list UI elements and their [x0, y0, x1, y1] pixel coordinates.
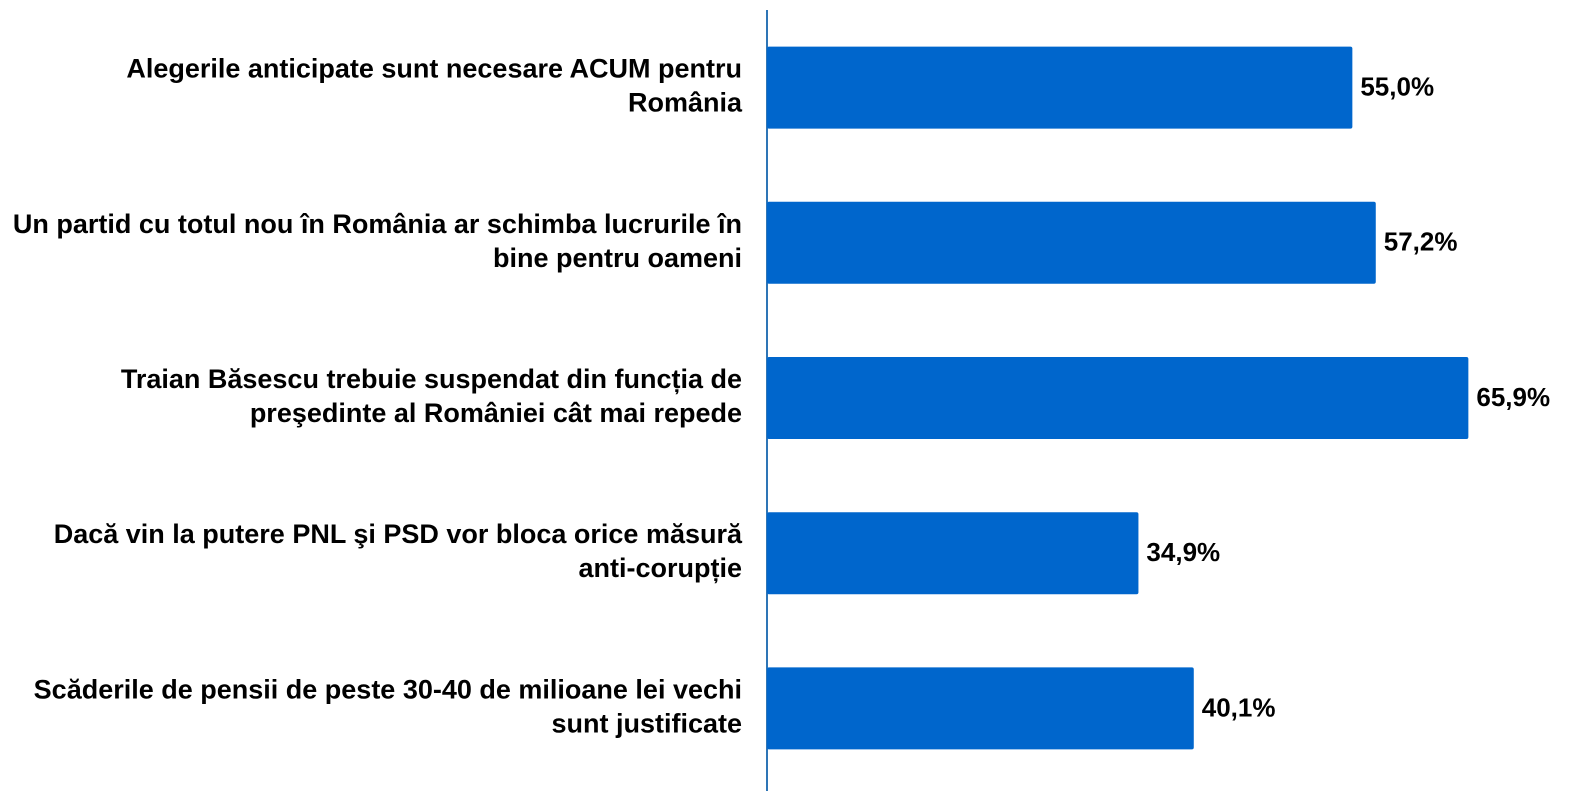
bar [767, 357, 1469, 439]
label-line: Scăderile de pensii de peste 30-40 de mi… [34, 675, 742, 705]
label-line: Dacă vin la putere PNL şi PSD vor bloca … [54, 519, 743, 549]
bar [767, 512, 1139, 595]
label-line: România [628, 88, 743, 118]
value-label: 40,1% [1202, 692, 1276, 722]
label-line: bine pentru oameni [493, 243, 742, 273]
category-label: Scăderile de pensii de peste 30-40 de mi… [34, 675, 742, 739]
bar [767, 667, 1194, 750]
category-label: Traian Băsescu trebuie suspendat din fun… [121, 364, 742, 428]
value-label: 55,0% [1360, 71, 1434, 101]
value-label: 57,2% [1384, 227, 1458, 257]
value-label: 34,9% [1146, 537, 1220, 567]
value-label: 65,9% [1476, 382, 1550, 412]
label-line: anti-corupție [578, 553, 742, 583]
category-label: Dacă vin la putere PNL şi PSD vor bloca … [54, 519, 743, 583]
label-line: Alegerile anticipate sunt necesare ACUM … [126, 54, 742, 84]
label-line: preşedinte al României cât mai repede [250, 398, 742, 428]
category-label: Un partid cu totul nou în România ar sch… [13, 209, 742, 273]
label-line: sunt justificate [551, 709, 742, 739]
label-line: Traian Băsescu trebuie suspendat din fun… [121, 364, 742, 394]
category-label: Alegerile anticipate sunt necesare ACUM … [126, 54, 743, 118]
bar [767, 46, 1353, 129]
label-line: Un partid cu totul nou în România ar sch… [13, 209, 742, 239]
bar [767, 201, 1376, 284]
